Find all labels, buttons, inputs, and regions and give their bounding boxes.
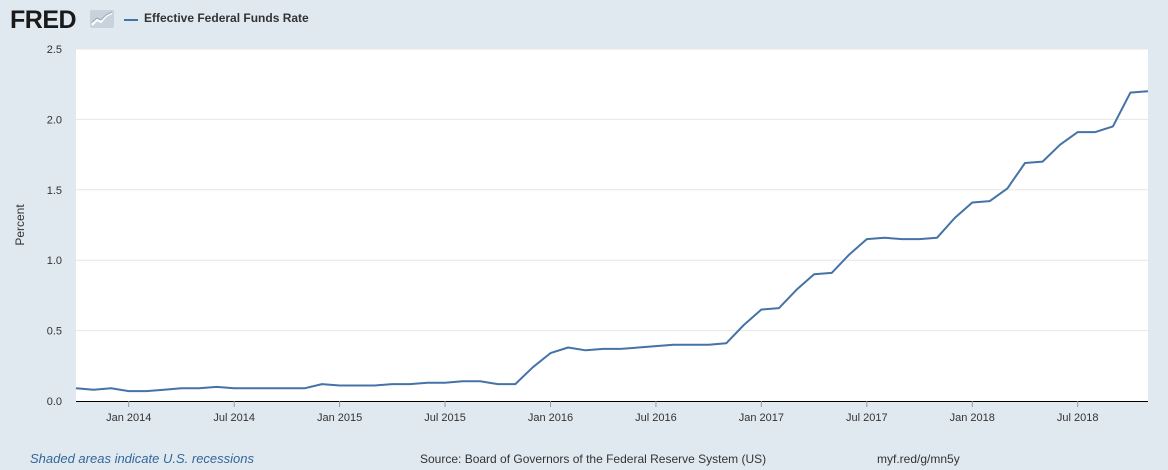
data-point[interactable] <box>600 346 606 352</box>
data-point[interactable] <box>864 236 870 242</box>
data-point[interactable] <box>372 383 378 389</box>
data-point[interactable] <box>952 215 958 221</box>
data-point[interactable] <box>741 322 747 328</box>
x-tick-label: Jan 2017 <box>739 412 784 424</box>
data-point[interactable] <box>1022 160 1028 166</box>
data-point[interactable] <box>249 385 255 391</box>
data-point[interactable] <box>653 343 659 349</box>
data-point[interactable] <box>548 350 554 356</box>
data-point[interactable] <box>794 287 800 293</box>
y-tick-label: 1.0 <box>47 255 62 267</box>
data-point[interactable] <box>477 378 483 384</box>
data-point[interactable] <box>196 385 202 391</box>
data-point[interactable] <box>1040 159 1046 165</box>
data-point[interactable] <box>829 270 835 276</box>
data-point[interactable] <box>389 381 395 387</box>
data-point[interactable] <box>530 364 536 370</box>
data-point[interactable] <box>1092 129 1098 135</box>
data-point[interactable] <box>618 346 624 352</box>
chart-header: FRED Effective Federal Funds Rate <box>0 0 1168 40</box>
data-point[interactable] <box>565 345 571 351</box>
data-point[interactable] <box>319 381 325 387</box>
data-point[interactable] <box>284 385 290 391</box>
data-point[interactable] <box>143 388 149 394</box>
data-point[interactable] <box>583 347 589 353</box>
data-point[interactable] <box>512 381 518 387</box>
data-point[interactable] <box>91 387 97 393</box>
data-point[interactable] <box>969 200 975 206</box>
data-point[interactable] <box>1145 88 1151 94</box>
data-point[interactable] <box>425 380 431 386</box>
x-tick-label: Jul 2018 <box>1057 412 1099 424</box>
x-tick-label: Jul 2014 <box>213 412 255 424</box>
x-tick-label: Jul 2017 <box>846 412 888 424</box>
x-tick-label: Jan 2015 <box>317 412 362 424</box>
data-point[interactable] <box>460 378 466 384</box>
data-point[interactable] <box>1004 185 1010 191</box>
data-point[interactable] <box>407 381 413 387</box>
y-tick-label: 2.0 <box>47 114 62 126</box>
series-line[interactable] <box>75 90 1149 393</box>
recession-note-link[interactable]: Shaded areas indicate U.S. recessions <box>30 451 255 466</box>
x-tick-label: Jan 2014 <box>106 412 151 424</box>
y-tick-label: 1.5 <box>47 185 62 197</box>
short-url[interactable]: myf.red/g/mn5y <box>877 452 960 466</box>
data-point[interactable] <box>723 340 729 346</box>
data-point[interactable] <box>846 252 852 258</box>
plot-area[interactable] <box>76 49 1148 402</box>
data-point[interactable] <box>108 385 114 391</box>
data-point[interactable] <box>881 235 887 241</box>
data-point[interactable] <box>354 383 360 389</box>
data-point[interactable] <box>126 388 132 394</box>
y-tick-label: 0.5 <box>47 326 62 338</box>
data-point[interactable] <box>1075 129 1081 135</box>
data-point[interactable] <box>214 384 220 390</box>
x-tick-label: Jan 2016 <box>528 412 573 424</box>
data-point[interactable] <box>706 342 712 348</box>
data-point[interactable] <box>917 236 923 242</box>
data-point[interactable] <box>302 385 308 391</box>
data-point[interactable] <box>671 342 677 348</box>
data-point[interactable] <box>231 385 237 391</box>
data-point[interactable] <box>337 383 343 389</box>
data-point[interactable] <box>73 385 79 391</box>
data-point[interactable] <box>688 342 694 348</box>
legend-series-label: Effective Federal Funds Rate <box>144 11 309 25</box>
fred-logo[interactable]: FRED <box>10 6 77 34</box>
y-tick-label: 0.0 <box>47 396 62 408</box>
data-point[interactable] <box>758 307 764 313</box>
data-point[interactable] <box>934 235 940 241</box>
y-tick-label: 2.5 <box>47 44 62 56</box>
data-point[interactable] <box>899 236 905 242</box>
data-point[interactable] <box>776 305 782 311</box>
x-tick-label: Jan 2018 <box>950 412 995 424</box>
x-tick-label: Jul 2015 <box>424 412 466 424</box>
data-point[interactable] <box>635 345 641 351</box>
source-text: Source: Board of Governors of the Federa… <box>420 452 767 466</box>
data-point[interactable] <box>495 381 501 387</box>
data-point[interactable] <box>178 385 184 391</box>
data-point[interactable] <box>987 198 993 204</box>
x-tick-label: Jul 2016 <box>635 412 677 424</box>
y-axis-title: Percent <box>13 204 27 246</box>
data-point[interactable] <box>1127 90 1133 96</box>
data-point[interactable] <box>266 385 272 391</box>
data-point[interactable] <box>1110 123 1116 129</box>
data-point[interactable] <box>1057 142 1063 148</box>
data-point[interactable] <box>811 271 817 277</box>
fred-logo-graph-icon <box>90 10 114 28</box>
legend-swatch <box>124 19 138 21</box>
data-point[interactable] <box>161 387 167 393</box>
data-point[interactable] <box>442 380 448 386</box>
